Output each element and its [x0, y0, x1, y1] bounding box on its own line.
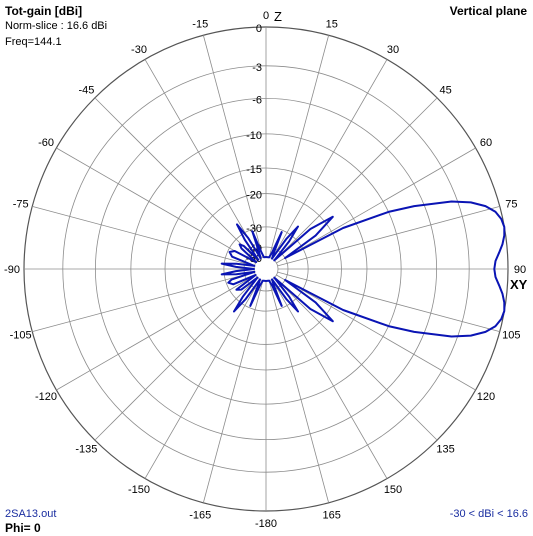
angle-tick-label: -90 [4, 264, 20, 276]
grid-spoke [202, 280, 264, 503]
angle-tick-label: -180 [255, 518, 277, 530]
chart-title: Tot-gain [dBi] [5, 4, 83, 18]
grid-spoke [277, 271, 500, 333]
angle-tick-label: -15 [192, 19, 208, 31]
angle-tick-label: -105 [10, 330, 32, 342]
angle-tick-label: 45 [439, 84, 451, 96]
grid-spoke [268, 35, 330, 258]
gain-range-label: -30 < dBi < 16.6 [449, 508, 528, 520]
grid-spoke [94, 97, 258, 261]
angle-tick-label: 120 [477, 391, 495, 403]
angle-tick-label: 60 [480, 137, 492, 149]
grid-spoke [268, 280, 330, 503]
angle-tick-label: 150 [384, 484, 402, 496]
grid-spoke [276, 147, 476, 264]
norm-slice-label: Norm-slice : 16.6 dBi [5, 20, 108, 32]
radial-tick-label: -3 [252, 62, 262, 74]
grid-spoke [271, 59, 388, 259]
grid-spoke [276, 274, 476, 391]
angle-tick-label: 15 [326, 19, 338, 31]
grid-spoke [277, 205, 500, 267]
angle-tick-label: -135 [75, 444, 97, 456]
radial-tick-label: -6 [252, 94, 262, 106]
angle-tick-label: -45 [78, 84, 94, 96]
tick-labels: 0153045607590105120135150165-180-165-150… [4, 10, 526, 530]
xy-axis-label: XY [510, 277, 528, 292]
phi-label: Phi= 0 [5, 521, 41, 535]
grid-spoke [94, 277, 258, 441]
plane-label: Vertical plane [449, 4, 527, 18]
radiation-pattern-trace [220, 200, 506, 338]
frequency-label: Freq=144.1 [5, 36, 62, 48]
file-name-label: 2SA13.out [5, 508, 57, 520]
radial-tick-label: -10 [246, 130, 262, 142]
angle-tick-label: 135 [436, 444, 454, 456]
grid-spoke [32, 205, 255, 267]
angle-tick-label: 75 [505, 198, 517, 210]
radial-tick-label: -15 [246, 164, 262, 176]
angle-tick-label: -60 [38, 137, 54, 149]
angle-tick-label: -75 [13, 198, 29, 210]
grid-spoke [144, 59, 261, 259]
angle-tick-label: 90 [514, 264, 526, 276]
angle-tick-label: -150 [128, 484, 150, 496]
grid-spoke [274, 277, 438, 441]
angle-tick-label: -120 [35, 391, 57, 403]
radial-tick-label: 0 [256, 23, 262, 35]
angle-tick-label: 105 [502, 330, 520, 342]
angle-tick-label: 0 [263, 10, 269, 22]
grid-spoke [56, 274, 256, 391]
grid-spoke [202, 35, 264, 258]
grid-spoke [144, 279, 261, 479]
grid-spoke [274, 97, 438, 261]
polar-grid [23, 26, 509, 512]
angle-tick-label: 30 [387, 44, 399, 56]
grid-spoke [56, 147, 256, 264]
angle-tick-label: -30 [131, 44, 147, 56]
angle-tick-label: 165 [323, 509, 341, 521]
z-axis-label: Z [274, 9, 282, 24]
radial-tick-label: -20 [246, 190, 262, 202]
angle-tick-label: -165 [189, 509, 211, 521]
grid-spoke [271, 279, 388, 479]
grid-spoke [32, 271, 255, 333]
radial-tick-label: -30 [246, 223, 262, 235]
